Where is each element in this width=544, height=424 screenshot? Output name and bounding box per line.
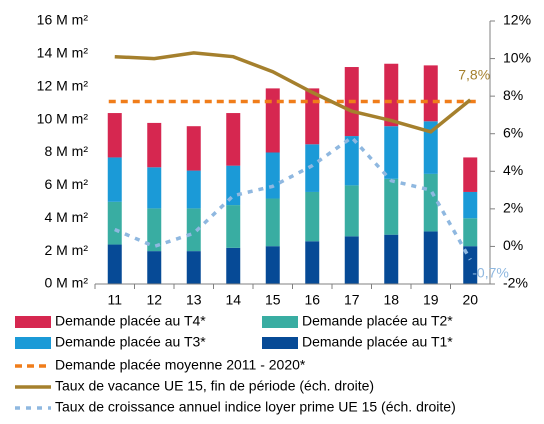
legend-swatch [262, 316, 298, 328]
bar-segment [344, 185, 359, 237]
bar-segment [305, 241, 320, 284]
bar-segment [186, 251, 201, 284]
x-tick-label: 20 [462, 292, 478, 308]
legend-label: Demande placée au T3* [55, 334, 206, 350]
y2-tick-label: 12% [503, 12, 531, 28]
y-tick-label: 0 M m² [44, 275, 88, 291]
bar-segment [463, 191, 478, 219]
y-tick-label: 16 M m² [37, 12, 89, 28]
x-tick-label: 18 [383, 292, 399, 308]
bar-segment [107, 201, 122, 245]
y-tick-label: 2 M m² [44, 242, 88, 258]
x-tick-label: 19 [423, 292, 439, 308]
line-series [114, 51, 472, 134]
y2-tick-label: 6% [503, 124, 523, 140]
bar-segment [147, 167, 162, 209]
bar-segment [305, 88, 320, 145]
bar-segment [107, 157, 122, 202]
x-tick-label: 13 [186, 292, 202, 308]
bar-segment [384, 126, 399, 179]
annotation: -0,7% [472, 264, 509, 280]
x-tick-label: 11 [107, 292, 122, 308]
bar-segment [226, 165, 241, 206]
y2-tick-label: 2% [503, 200, 523, 216]
bar-segment [384, 63, 399, 127]
bar-segment [147, 122, 162, 168]
x-tick-label: 14 [225, 292, 241, 308]
bar-segment [186, 208, 201, 252]
bar-segment [226, 113, 241, 166]
y2-tick-label: 10% [503, 49, 531, 65]
y-tick-label: 12 M m² [37, 77, 89, 93]
bar-segment [384, 178, 399, 235]
bar-segment [107, 113, 122, 158]
legend-label: Demande placée moyenne 2011 - 2020* [55, 357, 306, 373]
x-tick-label: 17 [344, 292, 360, 308]
bar-segment [107, 244, 122, 284]
y-tick-label: 14 M m² [37, 45, 89, 61]
legend-swatch [262, 337, 298, 349]
legend-swatch [15, 316, 51, 328]
x-tick-label: 12 [146, 292, 162, 308]
bar-segment [305, 144, 320, 192]
bar-segment [344, 236, 359, 284]
bar-segment [423, 231, 438, 284]
bar-segment [265, 198, 280, 247]
legend-label: Taux de vacance UE 15, fin de période (é… [55, 378, 374, 394]
y-tick-label: 6 M m² [44, 176, 88, 192]
x-tick-label: 15 [265, 292, 281, 308]
bar-segment [265, 152, 280, 199]
y2-tick-label: 8% [503, 87, 523, 103]
y2-tick-label: 4% [503, 162, 523, 178]
bar-segment [344, 136, 359, 186]
bar-segment [423, 65, 438, 122]
legend-label: Taux de croissance annuel indice loyer p… [55, 399, 456, 415]
legend-swatch [15, 337, 51, 349]
legend-label: Demande placée au T2* [302, 313, 453, 329]
bar-segment [147, 208, 162, 252]
y-tick-label: 8 M m² [44, 143, 88, 159]
bar-segment [265, 88, 280, 153]
bar-segment [226, 205, 241, 248]
bar-segment [265, 246, 280, 284]
bar-segment [463, 157, 478, 192]
annotation: 7,8% [458, 67, 490, 83]
bar-segment [423, 173, 438, 232]
bar-segment [305, 191, 320, 242]
y-tick-label: 10 M m² [37, 110, 89, 126]
bar-segment [186, 170, 201, 209]
legend-label: Demande placée au T1* [302, 334, 453, 350]
bar-segment [147, 251, 162, 284]
bar-segment [423, 121, 438, 174]
line-series [114, 135, 472, 261]
bar-segment [463, 246, 478, 284]
legend-label: Demande placée au T4* [55, 313, 206, 329]
bar-segment [384, 234, 399, 284]
bar-segment [463, 218, 478, 247]
y-tick-label: 4 M m² [44, 209, 88, 225]
bar-segment [226, 247, 241, 284]
y2-tick-label: 0% [503, 237, 523, 253]
x-tick-label: 16 [304, 292, 320, 308]
y2-tick-label: -2% [503, 275, 528, 291]
bar-segment [186, 126, 201, 171]
